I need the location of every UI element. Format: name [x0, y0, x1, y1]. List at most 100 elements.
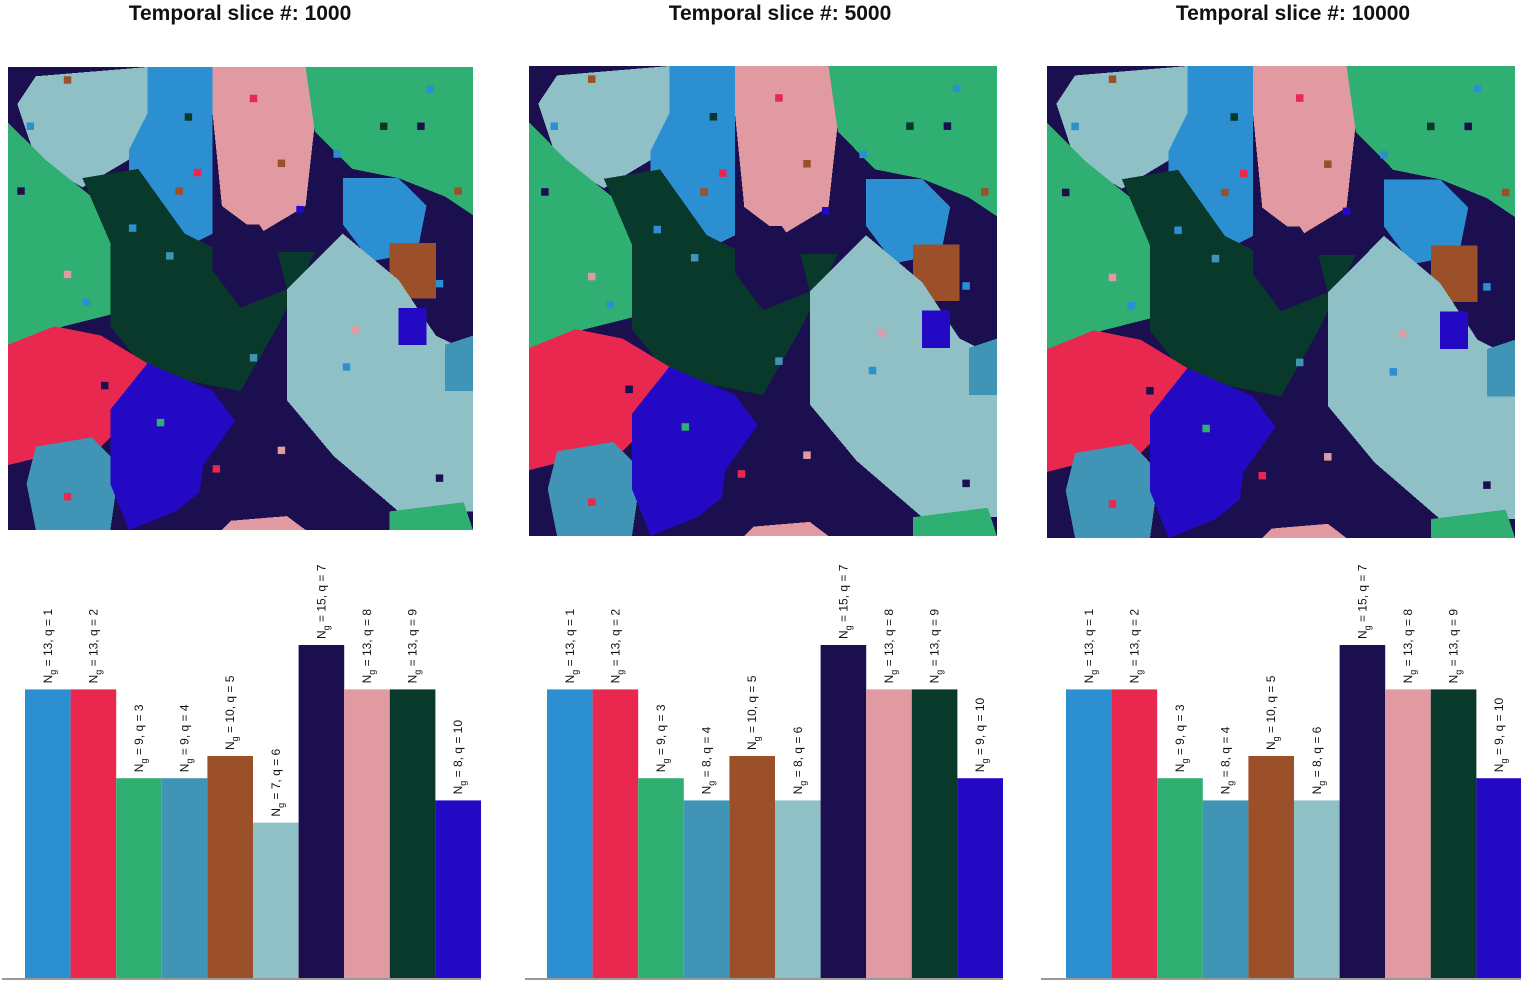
bar-label-5: Ng = 10, q = 5	[1264, 675, 1281, 750]
bar-4	[683, 800, 730, 978]
grain-speck	[296, 205, 304, 214]
bar-label-9: Ng = 13, q = 9	[1447, 609, 1464, 684]
grain-region	[445, 335, 473, 392]
grain-region	[1262, 523, 1347, 538]
bar-label-3: Ng = 9, q = 3	[654, 704, 671, 772]
grain-speck	[417, 122, 425, 130]
bar-label-10: Ng = 9, q = 10	[1492, 697, 1509, 772]
grain-speck	[184, 113, 193, 121]
bar-2	[1111, 689, 1158, 978]
grain-speck	[17, 187, 25, 195]
bar-5	[207, 756, 253, 978]
bar-5	[1248, 756, 1294, 978]
grain-region	[912, 507, 997, 536]
grain-region	[212, 67, 315, 234]
grain-speck	[212, 465, 221, 473]
grain-speck	[868, 366, 877, 375]
bar-label-8: Ng = 13, q = 8	[360, 609, 377, 684]
grain-region	[744, 521, 829, 536]
grain-region	[538, 66, 670, 189]
grain-region	[1234, 405, 1441, 538]
grain-region	[1252, 226, 1328, 312]
grain-speck	[709, 113, 718, 121]
grain-speck	[277, 446, 286, 455]
bar-10	[1476, 778, 1521, 978]
grain-region	[1383, 179, 1469, 265]
grain-region	[1430, 509, 1515, 538]
bar-4	[1202, 800, 1249, 978]
grain-speck	[1258, 471, 1267, 480]
grain-speck	[128, 224, 137, 232]
grain-speck	[63, 270, 72, 279]
panel-title: Temporal slice #: 5000	[668, 2, 892, 25]
grain-region	[1056, 66, 1188, 189]
grain-speck	[352, 326, 360, 334]
grain-region	[287, 233, 473, 512]
grain-speck	[981, 188, 989, 196]
bar-label-7: Ng = 15, q = 7	[1355, 564, 1372, 639]
grain-region	[82, 168, 315, 392]
grain-speck	[1464, 122, 1472, 131]
bar-3	[116, 778, 162, 978]
grain-speck	[719, 169, 727, 177]
grain-region	[734, 66, 838, 236]
grain-speck	[26, 122, 35, 130]
grain-speck	[1501, 188, 1510, 197]
bar-3	[1157, 778, 1203, 978]
grain-speck	[435, 474, 444, 482]
grain-region	[734, 225, 810, 311]
grain-speck	[1483, 283, 1491, 291]
bar-8	[344, 689, 390, 978]
grain-region	[603, 169, 838, 395]
bar-label-10: Ng = 9, q = 10	[973, 697, 990, 772]
panel-title: Temporal slice #: 10000	[1175, 2, 1411, 25]
bar-label-1: Ng = 13, q = 1	[1082, 609, 1099, 684]
grain-speck	[878, 329, 886, 337]
grain-speck	[681, 423, 690, 431]
grain-speck	[277, 159, 286, 168]
bar-9	[389, 689, 436, 978]
grain-speck	[82, 298, 90, 306]
grain-speck	[454, 187, 462, 195]
grain-region	[26, 437, 120, 530]
grain-speck	[1211, 254, 1220, 263]
grain-speck	[166, 252, 174, 260]
grain-region	[110, 363, 241, 530]
grain-region	[716, 404, 923, 536]
grain-speck	[1146, 386, 1154, 395]
grain-speck	[1473, 84, 1482, 93]
grain-region	[1440, 311, 1469, 350]
grain-speck	[690, 254, 699, 262]
bar-6	[253, 822, 299, 978]
grain-speck	[587, 272, 596, 281]
grain-region	[212, 224, 287, 308]
grain-speck	[1342, 207, 1351, 216]
grain-speck	[342, 363, 351, 371]
panel-graphics: Ng = 13, q = 1 Ng = 13, q = 2 Ng = 9, q = …	[2, 67, 481, 980]
bar-1	[547, 689, 593, 978]
grain-speck	[653, 225, 661, 234]
panel-title: Temporal slice #: 1000	[128, 2, 352, 25]
grain-region	[547, 442, 642, 536]
grain-region	[828, 66, 997, 217]
grain-speck	[1324, 453, 1332, 461]
grain-speck	[63, 76, 72, 84]
grain-region	[398, 307, 427, 345]
grain-speck	[1108, 500, 1117, 508]
grain-region	[809, 235, 997, 518]
grain-speck	[700, 188, 708, 196]
bar-label-4: Ng = 8, q = 4	[1219, 726, 1236, 794]
grain-region	[389, 502, 473, 530]
grain-region	[1252, 66, 1356, 236]
grain-speck	[101, 381, 109, 390]
bar-5	[729, 756, 775, 978]
grain-speck	[1483, 481, 1491, 489]
grain-region	[1149, 368, 1281, 538]
grain-speck	[175, 187, 183, 195]
grain-speck	[953, 84, 961, 93]
bar-6	[1294, 800, 1340, 978]
bar-label-10: Ng = 8, q = 10	[451, 720, 468, 795]
grain-speck	[962, 282, 970, 290]
bar-10	[957, 778, 1003, 978]
bar-7	[820, 645, 867, 978]
